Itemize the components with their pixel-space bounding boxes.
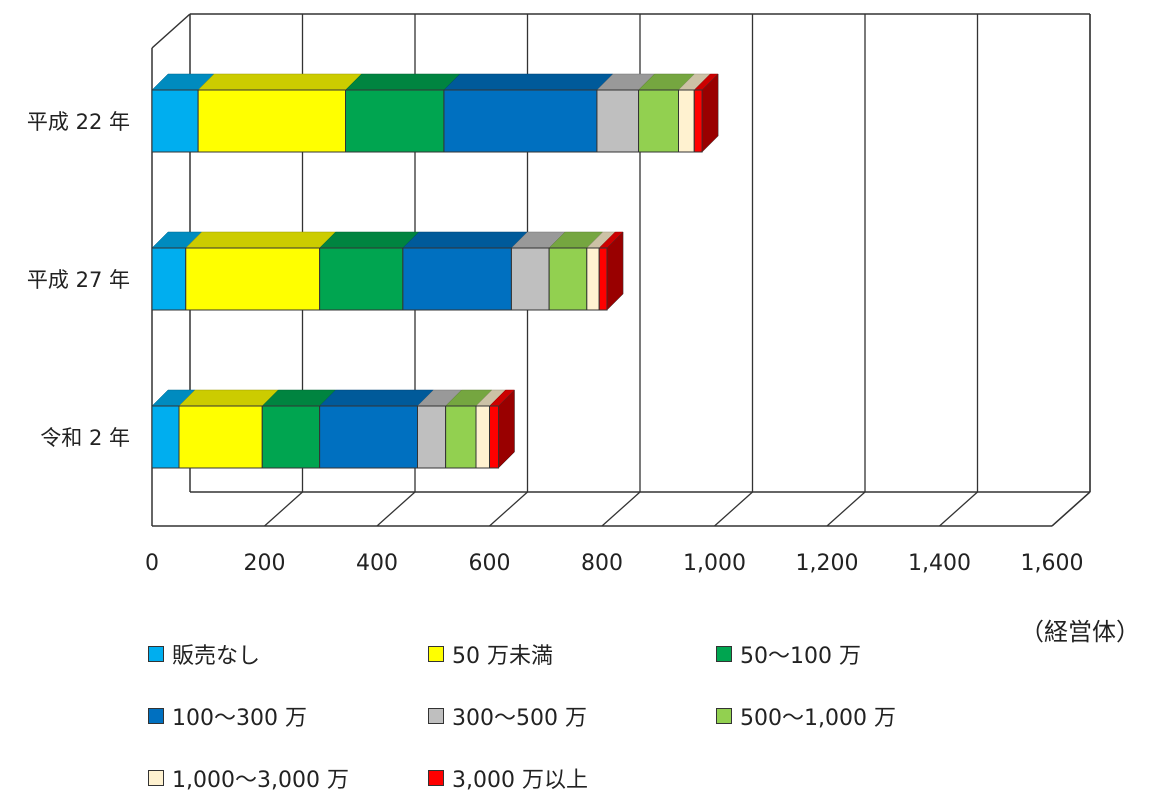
bar-end-face (701, 73, 719, 153)
legend-item: 1,000〜3,000 万 (148, 762, 349, 794)
bar-segment-top (402, 231, 529, 249)
legend-label: 50〜100 万 (740, 644, 861, 669)
bar-segment (586, 247, 600, 311)
bar-segment-top (319, 389, 435, 407)
bar-segment (598, 247, 608, 311)
x-tick-label: 800 (581, 551, 623, 576)
x-tick-label: 600 (469, 551, 511, 576)
bar-end-face (606, 231, 624, 311)
side-wall-top-edge (151, 13, 191, 49)
bar-segment (151, 405, 180, 469)
bar-segment (151, 247, 187, 311)
legend-swatch (428, 708, 444, 724)
floor-gridline (601, 491, 641, 527)
bar-segment-top (443, 73, 614, 91)
legend-item: 300〜500 万 (428, 700, 587, 732)
legend-swatch (716, 646, 732, 662)
legend-label: 1,000〜3,000 万 (172, 768, 349, 793)
bar-segment (445, 405, 477, 469)
x-tick-label: 1,200 (796, 551, 859, 576)
legend-item: 100〜300 万 (148, 700, 307, 732)
legend-label: 販売なし (172, 644, 261, 669)
floor-gridline (264, 491, 303, 527)
bar-segment (638, 89, 679, 153)
x-tick-label: 200 (244, 551, 286, 576)
legend-item: 500〜1,000 万 (716, 700, 896, 732)
bar-segment (151, 89, 199, 153)
bar-segment-top (344, 73, 461, 91)
floor-gridline (826, 491, 866, 527)
bar-segment (197, 89, 346, 153)
legend-label: 100〜300 万 (172, 706, 307, 731)
bar-segment (417, 405, 447, 469)
legend-swatch (148, 770, 164, 786)
bar-segment (489, 405, 499, 469)
bar-segment-top (197, 73, 363, 91)
bar-segment (185, 247, 321, 311)
floor-gridline (489, 491, 528, 527)
x-tick-label: 1,600 (1021, 551, 1084, 576)
floor-gridline (1051, 491, 1091, 527)
bar-segment (402, 247, 512, 311)
bar-segment (178, 405, 263, 469)
unit-label: （経営体） (1020, 618, 1140, 646)
legend-swatch (148, 646, 164, 662)
legend-label: 50 万未満 (452, 644, 553, 669)
legend-swatch (148, 708, 164, 724)
legend-swatch (428, 770, 444, 786)
bar-segment (345, 89, 445, 153)
legend-label: 3,000 万以上 (452, 768, 588, 793)
legend-swatch (428, 646, 444, 662)
bar-end-face (498, 389, 515, 469)
legend-item: 50 万未満 (428, 638, 553, 670)
y-category-label: 平成 22 年 (27, 110, 130, 134)
legend-swatch (716, 708, 732, 724)
y-category-label: 平成 27 年 (27, 268, 130, 292)
x-tick-label: 1,000 (683, 551, 746, 576)
bar-segment (261, 405, 321, 469)
x-tick-label: 400 (356, 551, 398, 576)
floor-gridline (714, 491, 753, 527)
legend-item: 販売なし (148, 638, 260, 670)
legend-label: 300〜500 万 (452, 706, 587, 731)
x-tick-label: 1,400 (908, 551, 971, 576)
bar-segment-top (185, 231, 337, 249)
bar-segment (596, 89, 640, 153)
legend-item: 50〜100 万 (716, 638, 861, 670)
stacked-bar-chart: 0 200 400 600 800 1,000 1,200 1,400 1,600 平成 22 年… (27, 13, 1091, 576)
floor-gridline (939, 491, 978, 527)
bar-segment (510, 247, 550, 311)
bar-segment-top (178, 389, 279, 407)
floor-gridline (376, 491, 416, 527)
y-category-label: 令和 2 年 (40, 426, 130, 450)
x-tick-label: 0 (145, 551, 159, 576)
bar-segment (443, 89, 598, 153)
bar-segment (693, 89, 703, 153)
bar-segment (678, 89, 695, 153)
legend-item: 3,000 万以上 (428, 762, 588, 794)
bar-segment (319, 405, 418, 469)
bar-segment-top (319, 231, 420, 249)
bar-segment (548, 247, 588, 311)
bar-segment (319, 247, 404, 311)
legend-label: 500〜1,000 万 (740, 706, 896, 731)
bar-segment (475, 405, 490, 469)
